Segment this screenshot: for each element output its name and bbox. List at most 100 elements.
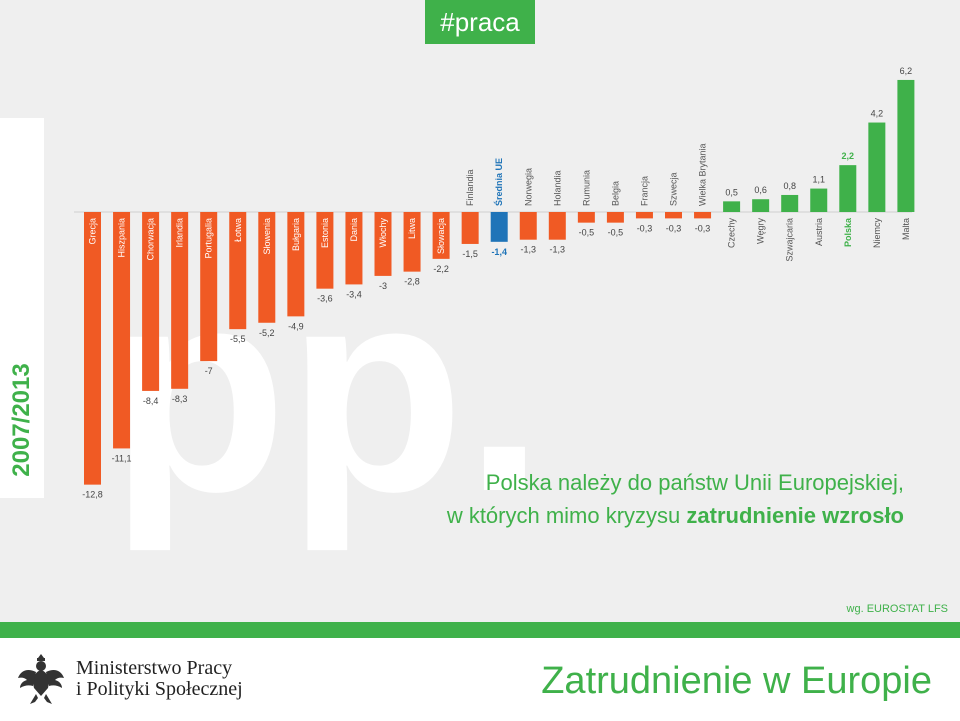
category-label-wielka-brytania: Wielka Brytania: [698, 143, 708, 206]
value-label-niemcy: 4,2: [871, 109, 884, 119]
bar-francja: [635, 212, 653, 219]
bar-lotwa: [229, 212, 247, 330]
value-label-srednia-ue: -1,4: [491, 247, 507, 257]
value-label-szwajcaria: 0,8: [783, 181, 796, 191]
category-label-finlandia: Finlandia: [465, 169, 475, 206]
bar-srednia-ue: [490, 212, 508, 242]
bar-slowenia: [258, 212, 276, 323]
value-label-czechy: 0,5: [725, 187, 738, 197]
category-label-szwecja: Szwecja: [669, 172, 679, 206]
value-label-irlandia: -8,3: [172, 394, 188, 404]
category-label-rumunia: Rumunia: [581, 170, 591, 206]
bar-grecja: [84, 212, 101, 485]
category-label-wegry: Węgry: [756, 218, 766, 245]
note-line-2-bold: zatrudnienie wzrosło: [686, 503, 904, 528]
category-label-dania: Dania: [349, 218, 359, 242]
bar-holandia: [548, 212, 566, 240]
category-label-szwajcaria: Szwajcaria: [785, 218, 795, 262]
value-label-hiszpania: -11,1: [112, 453, 132, 463]
value-label-polska: 2,2: [842, 151, 855, 161]
value-label-grecja: -12,8: [82, 490, 103, 500]
footer: [0, 638, 960, 721]
bar-bulgaria: [287, 212, 305, 317]
value-label-litwa: -2,8: [404, 277, 420, 287]
value-label-estonia: -3,6: [317, 294, 333, 304]
category-label-grecja: Grecja: [88, 218, 98, 245]
value-label-wegry: 0,6: [754, 185, 767, 195]
value-label-portugalia: -7: [205, 366, 213, 376]
value-label-dania: -3,4: [346, 289, 362, 299]
category-label-lotwa: Łotwa: [233, 218, 243, 242]
footer-title: Zatrudnienie w Europie: [541, 660, 932, 702]
bar-wielka-brytania: [694, 212, 712, 219]
bar-norwegia: [519, 212, 537, 240]
ministry-line-2: i Polityki Społecznej: [76, 678, 243, 700]
hashtag-badge: #praca: [425, 0, 535, 44]
value-label-holandia: -1,3: [550, 245, 566, 255]
bar-wlochy: [374, 212, 392, 276]
category-label-austria: Austria: [814, 218, 824, 246]
source-label: wg. EUROSTAT LFS: [846, 603, 948, 615]
category-label-slowenia: Słowenia: [262, 218, 272, 255]
bar-finlandia: [461, 212, 479, 244]
category-label-slowacja: Słowacja: [436, 218, 446, 254]
bar-belgia: [606, 212, 624, 223]
employment-change-chart: pp. -12,8Grecja-11,1Hiszpania-8,4Chorwac…: [74, 66, 915, 553]
bar-dania: [345, 212, 363, 285]
category-label-portugalia: Portugalia: [204, 218, 214, 259]
period-label: 2007/2013: [8, 363, 35, 477]
category-label-irlandia: Irlandia: [175, 218, 185, 248]
bar-szwajcaria: [781, 194, 799, 212]
category-label-polska: Polska: [843, 217, 853, 247]
value-label-bulgaria: -4,9: [288, 321, 304, 331]
bar-szwecja: [665, 212, 682, 219]
category-label-wlochy: Włochy: [378, 218, 388, 248]
category-label-holandia: Holandia: [552, 170, 562, 206]
category-label-chorwacja: Chorwacja: [146, 218, 156, 261]
value-label-austria: 1,1: [812, 175, 825, 185]
bar-portugalia: [200, 212, 218, 362]
period-panel: [0, 118, 44, 498]
bar-chorwacja: [142, 212, 160, 391]
value-label-slowacja: -2,2: [433, 264, 449, 274]
value-label-wlochy: -3: [379, 281, 387, 291]
category-label-belgia: Belgia: [610, 181, 620, 206]
value-label-wielka-brytania: -0,3: [695, 223, 711, 233]
category-label-malta: Malta: [901, 218, 911, 240]
chart-note: Polska należy do państw Unii Europejskie…: [447, 466, 904, 532]
bar-wegry: [752, 199, 770, 212]
category-label-litwa: Litwa: [407, 218, 417, 239]
category-label-czechy: Czechy: [727, 218, 737, 249]
category-label-niemcy: Niemcy: [872, 218, 882, 249]
bar-rumunia: [577, 212, 595, 223]
category-label-hiszpania: Hiszpania: [117, 218, 127, 258]
footer-stripe: [0, 622, 960, 638]
value-label-malta: 6,2: [900, 66, 913, 76]
value-label-lotwa: -5,5: [230, 334, 246, 344]
value-label-finlandia: -1,5: [462, 249, 478, 259]
value-label-rumunia: -0,5: [579, 228, 595, 238]
bar-austria: [810, 188, 828, 212]
bar-slowacja: [432, 212, 450, 259]
category-label-srednia-ue: Średnia UE: [493, 158, 504, 206]
value-label-norwegia: -1,3: [520, 245, 536, 255]
bar-polska: [839, 165, 857, 212]
category-label-bulgaria: Bułgaria: [291, 218, 301, 251]
bar-czechy: [723, 201, 741, 212]
value-label-slowenia: -5,2: [259, 328, 275, 338]
note-line-2: w których mimo kryzysu zatrudnienie wzro…: [447, 499, 904, 532]
value-label-francja: -0,3: [637, 223, 653, 233]
bar-irlandia: [171, 212, 189, 389]
category-label-francja: Francja: [639, 176, 649, 206]
category-label-norwegia: Norwegia: [523, 168, 533, 206]
value-label-belgia: -0,5: [608, 228, 624, 238]
note-line-2-prefix: w których mimo kryzysu: [446, 503, 687, 528]
value-label-chorwacja: -8,4: [143, 396, 159, 406]
bar-niemcy: [868, 122, 886, 212]
note-line-1: Polska należy do państw Unii Europejskie…: [485, 470, 904, 495]
bar-hiszpania: [113, 212, 131, 449]
bar-estonia: [316, 212, 334, 289]
bar-malta: [897, 79, 915, 212]
value-label-szwecja: -0,3: [666, 223, 682, 233]
bar-litwa: [403, 212, 421, 272]
